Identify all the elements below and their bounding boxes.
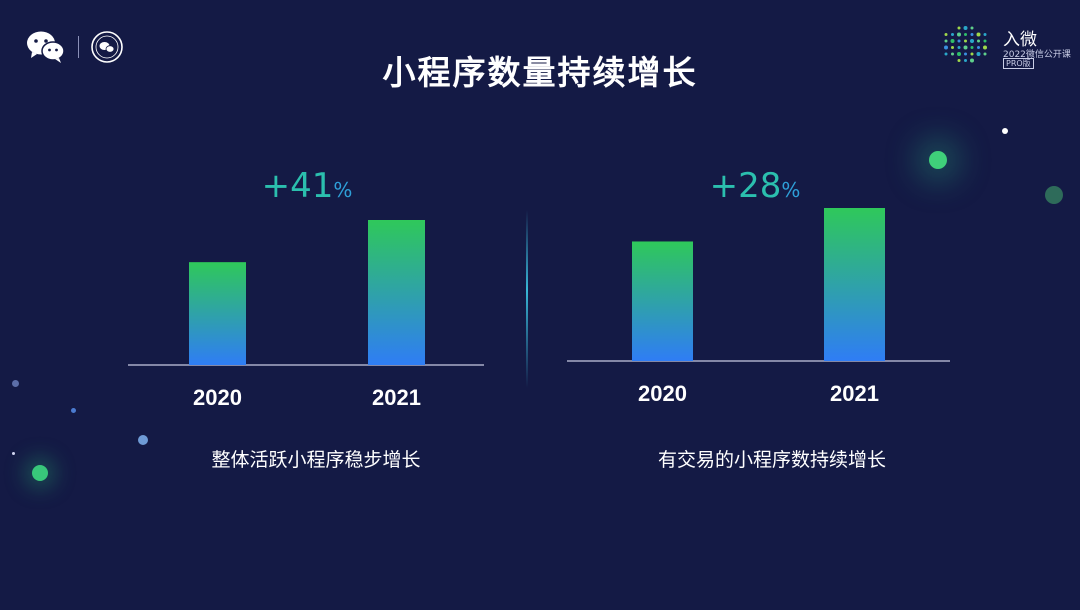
bar-2020 <box>189 262 246 365</box>
growth-label-2: +28% <box>655 166 855 206</box>
page-title: 小程序数量持续增长 <box>382 53 698 92</box>
glow-dot <box>32 465 48 481</box>
glow-dot <box>12 452 15 455</box>
wechat-seal-icon <box>91 31 123 63</box>
chart-divider <box>526 210 528 388</box>
logo-separator <box>78 36 79 58</box>
x-tick-label: 2020 <box>193 385 242 410</box>
bar-2021 <box>368 220 425 365</box>
x-tick-label: 2021 <box>372 385 421 410</box>
glow-dot <box>929 151 947 169</box>
glow-dot <box>138 435 148 445</box>
growth-value: +28 <box>709 166 782 206</box>
x-tick-label: 2021 <box>830 381 879 406</box>
growth-label-1: +41% <box>207 166 407 206</box>
wechat-logo-icon <box>27 31 65 63</box>
bar-2021 <box>824 208 885 361</box>
brand-subtitle: 2022微信公开课 <box>1003 50 1071 60</box>
x-tick-label: 2020 <box>638 381 687 406</box>
growth-value: +41 <box>261 166 334 206</box>
glow-dot <box>1002 128 1008 134</box>
growth-unit: % <box>333 178 353 202</box>
glow-dot <box>1045 186 1063 204</box>
brand-tag: PRO版 <box>1003 58 1034 69</box>
chart-caption-1: 整体活跃小程序稳步增长 <box>211 449 421 471</box>
bar-2020 <box>632 241 693 361</box>
growth-unit: % <box>781 178 801 202</box>
chart-caption-2: 有交易的小程序数持续增长 <box>657 449 886 471</box>
brand-name: 入微 <box>1003 30 1037 50</box>
glow-dot <box>12 380 19 387</box>
glow-dot <box>71 408 76 413</box>
dot-matrix-logo-icon <box>944 26 987 63</box>
